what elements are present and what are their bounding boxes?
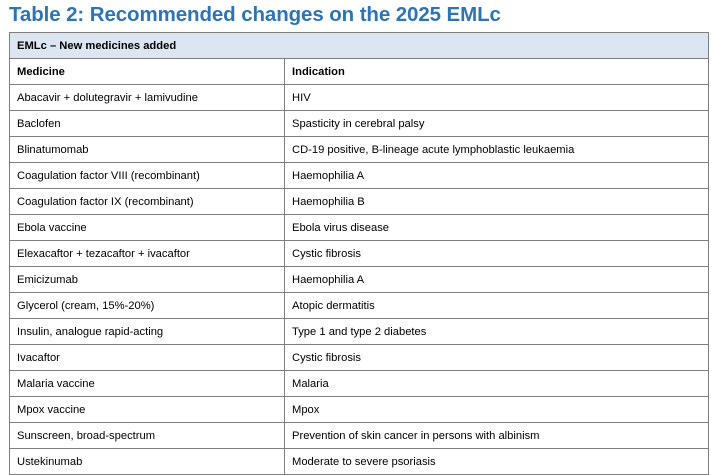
table-body: Abacavir + dolutegravir + lamivudine HIV B… xyxy=(9,84,710,475)
table-title: Table 2: Recommended changes on the 2025… xyxy=(9,3,501,26)
indication-cell: Haemophilia A xyxy=(283,162,710,189)
indication-cell: Ebola virus disease xyxy=(283,214,710,241)
table-row: Baclofen Spasticity in cerebral palsy xyxy=(9,110,710,137)
table-row: Blinatumomab CD-19 positive, B-lineage ac… xyxy=(9,136,710,163)
indication-cell: Moderate to severe psoriasis xyxy=(283,448,710,475)
table-row: Mpox vaccine Mpox xyxy=(9,396,710,423)
table-row: Abacavir + dolutegravir + lamivudine HIV xyxy=(9,84,710,111)
indication-cell: Atopic dermatitis xyxy=(283,292,710,319)
medicine-cell: Sunscreen, broad-spectrum xyxy=(9,422,285,449)
indication-cell: Malaria xyxy=(283,370,710,397)
section-header: EMLc – New medicines added xyxy=(8,32,710,59)
medicine-cell: Emicizumab xyxy=(9,266,285,293)
table-row: Ustekinumab Moderate to severe psoriasis xyxy=(9,448,710,475)
indication-cell: Haemophilia A xyxy=(283,266,710,293)
medicine-cell: Malaria vaccine xyxy=(9,370,285,397)
medicine-cell: Insulin, analogue rapid-acting xyxy=(9,318,285,345)
table-row: Coagulation factor IX (recombinant) Haemo… xyxy=(9,188,710,215)
medicine-cell: Coagulation factor VIII (recombinant) xyxy=(9,162,285,189)
indication-cell: Haemophilia B xyxy=(283,188,710,215)
table-row: Ivacaftor Cystic fibrosis xyxy=(9,344,710,371)
column-header-medicine: Medicine xyxy=(9,58,285,85)
medicine-cell: Glycerol (cream, 15%-20%) xyxy=(9,292,285,319)
medicine-cell: Blinatumomab xyxy=(9,136,285,163)
medicine-cell: Baclofen xyxy=(9,110,285,137)
table-row: Ebola vaccine Ebola virus disease xyxy=(9,214,710,241)
indication-cell: Spasticity in cerebral palsy xyxy=(283,110,710,137)
table-row: Insulin, analogue rapid-acting Type 1 and… xyxy=(9,318,710,345)
column-header-indication: Indication xyxy=(283,58,710,85)
indication-cell: CD-19 positive, B-lineage acute lymphobl… xyxy=(283,136,710,163)
table-row: Glycerol (cream, 15%-20%) Atopic dermatit… xyxy=(9,292,710,319)
emlc-changes-table: EMLc – New medicines added Medicine Indi… xyxy=(8,32,710,475)
table-row: Sunscreen, broad-spectrum Prevention of s… xyxy=(9,422,710,449)
column-header-row: Medicine Indication xyxy=(9,58,710,85)
indication-cell: Prevention of skin cancer in persons wit… xyxy=(283,422,710,449)
indication-cell: Cystic fibrosis xyxy=(283,344,710,371)
medicine-cell: Coagulation factor IX (recombinant) xyxy=(9,188,285,215)
medicine-cell: Abacavir + dolutegravir + lamivudine xyxy=(9,84,285,111)
indication-cell: Mpox xyxy=(283,396,710,423)
medicine-cell: Mpox vaccine xyxy=(9,396,285,423)
table-row: Emicizumab Haemophilia A xyxy=(9,266,710,293)
indication-cell: Cystic fibrosis xyxy=(283,240,710,267)
section-header-row: EMLc – New medicines added xyxy=(8,32,710,59)
table-row: Elexacaftor + tezacaftor + ivacaftor Cyst… xyxy=(9,240,710,267)
medicine-cell: Ebola vaccine xyxy=(9,214,285,241)
medicine-cell: Elexacaftor + tezacaftor + ivacaftor xyxy=(9,240,285,267)
table-row: Coagulation factor VIII (recombinant) Hae… xyxy=(9,162,710,189)
medicine-cell: Ivacaftor xyxy=(9,344,285,371)
table-row: Malaria vaccine Malaria xyxy=(9,370,710,397)
medicine-cell: Ustekinumab xyxy=(9,448,285,475)
indication-cell: HIV xyxy=(283,84,710,111)
indication-cell: Type 1 and type 2 diabetes xyxy=(283,318,710,345)
